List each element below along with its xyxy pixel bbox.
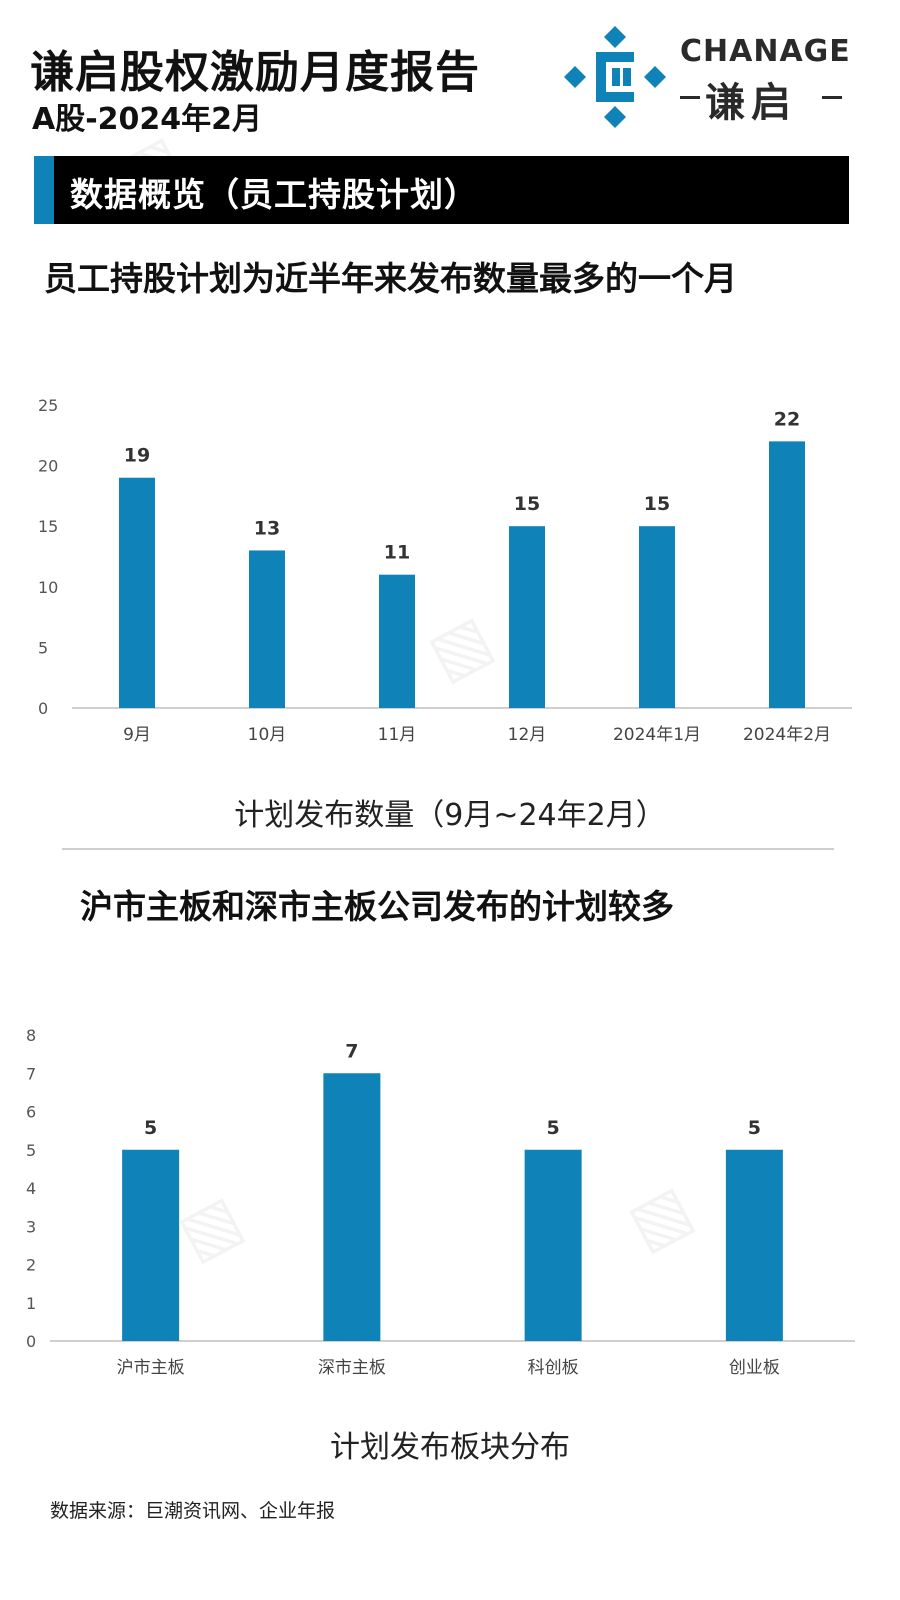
y-tick-label: 10 (38, 578, 58, 597)
y-tick-label: 3 (26, 1217, 36, 1236)
bar (725, 1149, 783, 1341)
y-tick-label: 20 (38, 457, 58, 476)
brand-name-en: CHANAGE (680, 34, 851, 69)
section-title: 数据概览（员工持股计划） (70, 175, 478, 214)
bar (524, 1149, 582, 1341)
y-tick-label: 5 (38, 638, 48, 657)
y-tick-label: 4 (26, 1179, 36, 1198)
y-tick-label: 6 (26, 1103, 36, 1122)
brand-logo: CHANAGE 谦启 (560, 22, 860, 132)
x-tick-label: 11月 (378, 725, 417, 745)
bar (249, 550, 285, 708)
data-label: 15 (514, 493, 540, 515)
data-label: 11 (384, 542, 410, 564)
brand-dash (680, 96, 700, 99)
bar (122, 1149, 180, 1341)
chart-2-headline: 沪市主板和深市主板公司发布的计划较多 (80, 887, 674, 926)
data-label: 5 (144, 1117, 157, 1139)
x-tick-label: 2024年1月 (613, 725, 701, 745)
y-tick-label: 0 (38, 699, 48, 718)
bar (379, 574, 415, 708)
x-tick-label: 9月 (123, 725, 151, 745)
y-tick-label: 8 (26, 1026, 36, 1045)
data-label: 15 (644, 493, 670, 515)
section-header-bar: 数据概览（员工持股计划） (34, 156, 849, 224)
bar (119, 477, 155, 708)
data-label: 5 (547, 1117, 560, 1139)
y-tick-label: 0 (26, 1332, 36, 1351)
x-tick-label: 10月 (248, 725, 287, 745)
brand-dash (822, 96, 842, 99)
data-label: 5 (748, 1117, 761, 1139)
data-label: 13 (254, 517, 280, 539)
logo-emblem-icon (564, 26, 666, 128)
data-source-note: 数据来源：巨潮资讯网、企业年报 (50, 1500, 336, 1522)
y-tick-label: 1 (26, 1294, 36, 1313)
y-tick-label: 2 (26, 1256, 36, 1275)
x-tick-label: 沪市主板 (117, 1358, 185, 1378)
y-tick-label: 25 (38, 396, 58, 415)
report-title: 谦启股权激励月度报告 (30, 47, 480, 98)
section-accent (34, 156, 54, 224)
chart-2-caption: 计划发布板块分布 (330, 1430, 570, 1465)
x-tick-label: 深市主板 (318, 1358, 386, 1378)
bar (323, 1073, 381, 1341)
data-label: 22 (774, 408, 800, 430)
bar (639, 526, 675, 708)
chart-1-caption: 计划发布数量（9月~24年2月） (234, 798, 666, 833)
x-tick-label: 2024年2月 (743, 725, 831, 745)
report-subtitle: A股-2024年2月 (32, 102, 263, 137)
section-divider (62, 848, 834, 850)
brand-name-cn: 谦启 (705, 80, 797, 126)
chart-1-headline: 员工持股计划为近半年来发布数量最多的一个月 (44, 259, 737, 298)
x-tick-label: 科创板 (528, 1358, 579, 1378)
bar (509, 526, 545, 708)
monthly-plans-bar-chart: 0 5 10 15 20 25 19 9月 13 10月 11 11月 15 12月 15 2024年1月 22… (38, 396, 852, 745)
y-tick-label: 5 (26, 1141, 36, 1160)
y-tick-label: 15 (38, 517, 58, 536)
y-tick-label: 7 (26, 1064, 36, 1083)
data-label: 19 (124, 445, 150, 467)
data-label: 7 (345, 1040, 358, 1062)
bar (769, 441, 805, 708)
x-tick-label: 12月 (508, 725, 547, 745)
board-distribution-bar-chart: 0 1 2 3 4 5 6 7 8 5 沪市主板 7 深市主板 5 科创板 5 创业板 (26, 1026, 855, 1378)
x-tick-label: 创业板 (729, 1358, 780, 1378)
